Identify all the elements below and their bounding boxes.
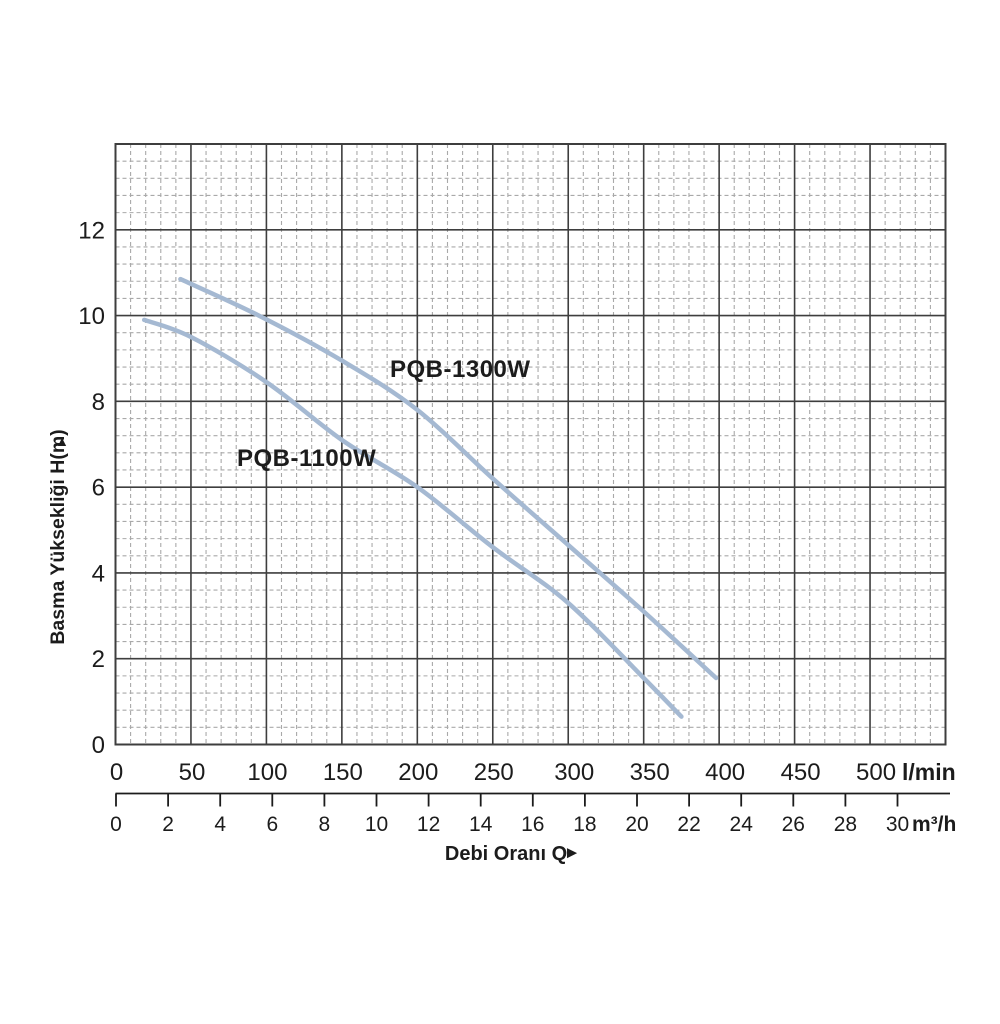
y-tick-label: 10 [78, 303, 105, 330]
x-tick-label-lmin: 250 [474, 759, 514, 786]
x-tick-label-lmin: 200 [398, 759, 438, 786]
plot-frame [114, 143, 947, 746]
x-unit-m3h-label: m³/h [912, 813, 956, 836]
x-tick-label-m3h: 22 [677, 813, 700, 836]
x-tick-label-m3h: 20 [625, 813, 648, 836]
y-axis-arrow-icon: ▲ [55, 433, 69, 449]
x-tick-label-m3h: 10 [365, 813, 388, 836]
x-tick-label-m3h: 24 [730, 813, 754, 836]
curve-pqb-1300w [178, 276, 719, 681]
minor-grid [115, 144, 946, 745]
x-tick-label-lmin: 350 [630, 759, 670, 786]
curve-pqb-1100w [141, 317, 684, 719]
x-tick-label-m3h: 14 [469, 813, 493, 836]
x-tick-label-lmin: 500 [856, 759, 896, 786]
y-tick-label: 2 [92, 646, 105, 673]
x-unit-lmin-label: l/min [902, 759, 956, 785]
y-tick-label: 12 [78, 217, 105, 244]
x-tick-label-lmin: 450 [781, 759, 821, 786]
curves [141, 276, 719, 719]
x-axis-title: Debi Oranı Q [445, 843, 567, 865]
x-tick-label-m3h: 12 [417, 813, 440, 836]
x-axis-arrow-icon: ► [564, 843, 581, 862]
series-label-pqb-1300w: PQB-1300W [390, 356, 531, 383]
x-tick-label-m3h: 18 [573, 813, 596, 836]
x-tick-label-lmin: 50 [179, 759, 206, 786]
x-tick-label-lmin: 150 [323, 759, 363, 786]
y-tick-label: 6 [92, 475, 105, 502]
x-tick-label-lmin: 0 [110, 759, 123, 786]
x-tick-label-m3h: 4 [214, 813, 226, 836]
y-tick-label: 8 [92, 389, 105, 416]
x-tick-label-m3h: 28 [834, 813, 857, 836]
plot-border [114, 143, 947, 746]
x-tick-label-lmin: 400 [705, 759, 745, 786]
x-tick-label-m3h: 8 [319, 813, 331, 836]
x-tick-label-m3h: 2 [162, 813, 174, 836]
x-tick-label-m3h: 0 [110, 813, 122, 836]
x-tick-label-m3h: 16 [521, 813, 544, 836]
y-axis-title: Basma Yüksekliği H(m) [47, 429, 69, 644]
y-tick-label: 0 [92, 732, 105, 759]
y-tick-label: 4 [92, 560, 105, 587]
x-tick-label-lmin: 300 [554, 759, 594, 786]
x-tick-label-m3h: 6 [266, 813, 278, 836]
x-tick-label-lmin: 100 [247, 759, 287, 786]
x-tick-label-m3h: 30 [886, 813, 909, 836]
x-tick-label-m3h: 26 [782, 813, 805, 836]
series-label-pqb-1100w: PQB-1100W [237, 445, 376, 472]
major-grid [115, 144, 946, 745]
